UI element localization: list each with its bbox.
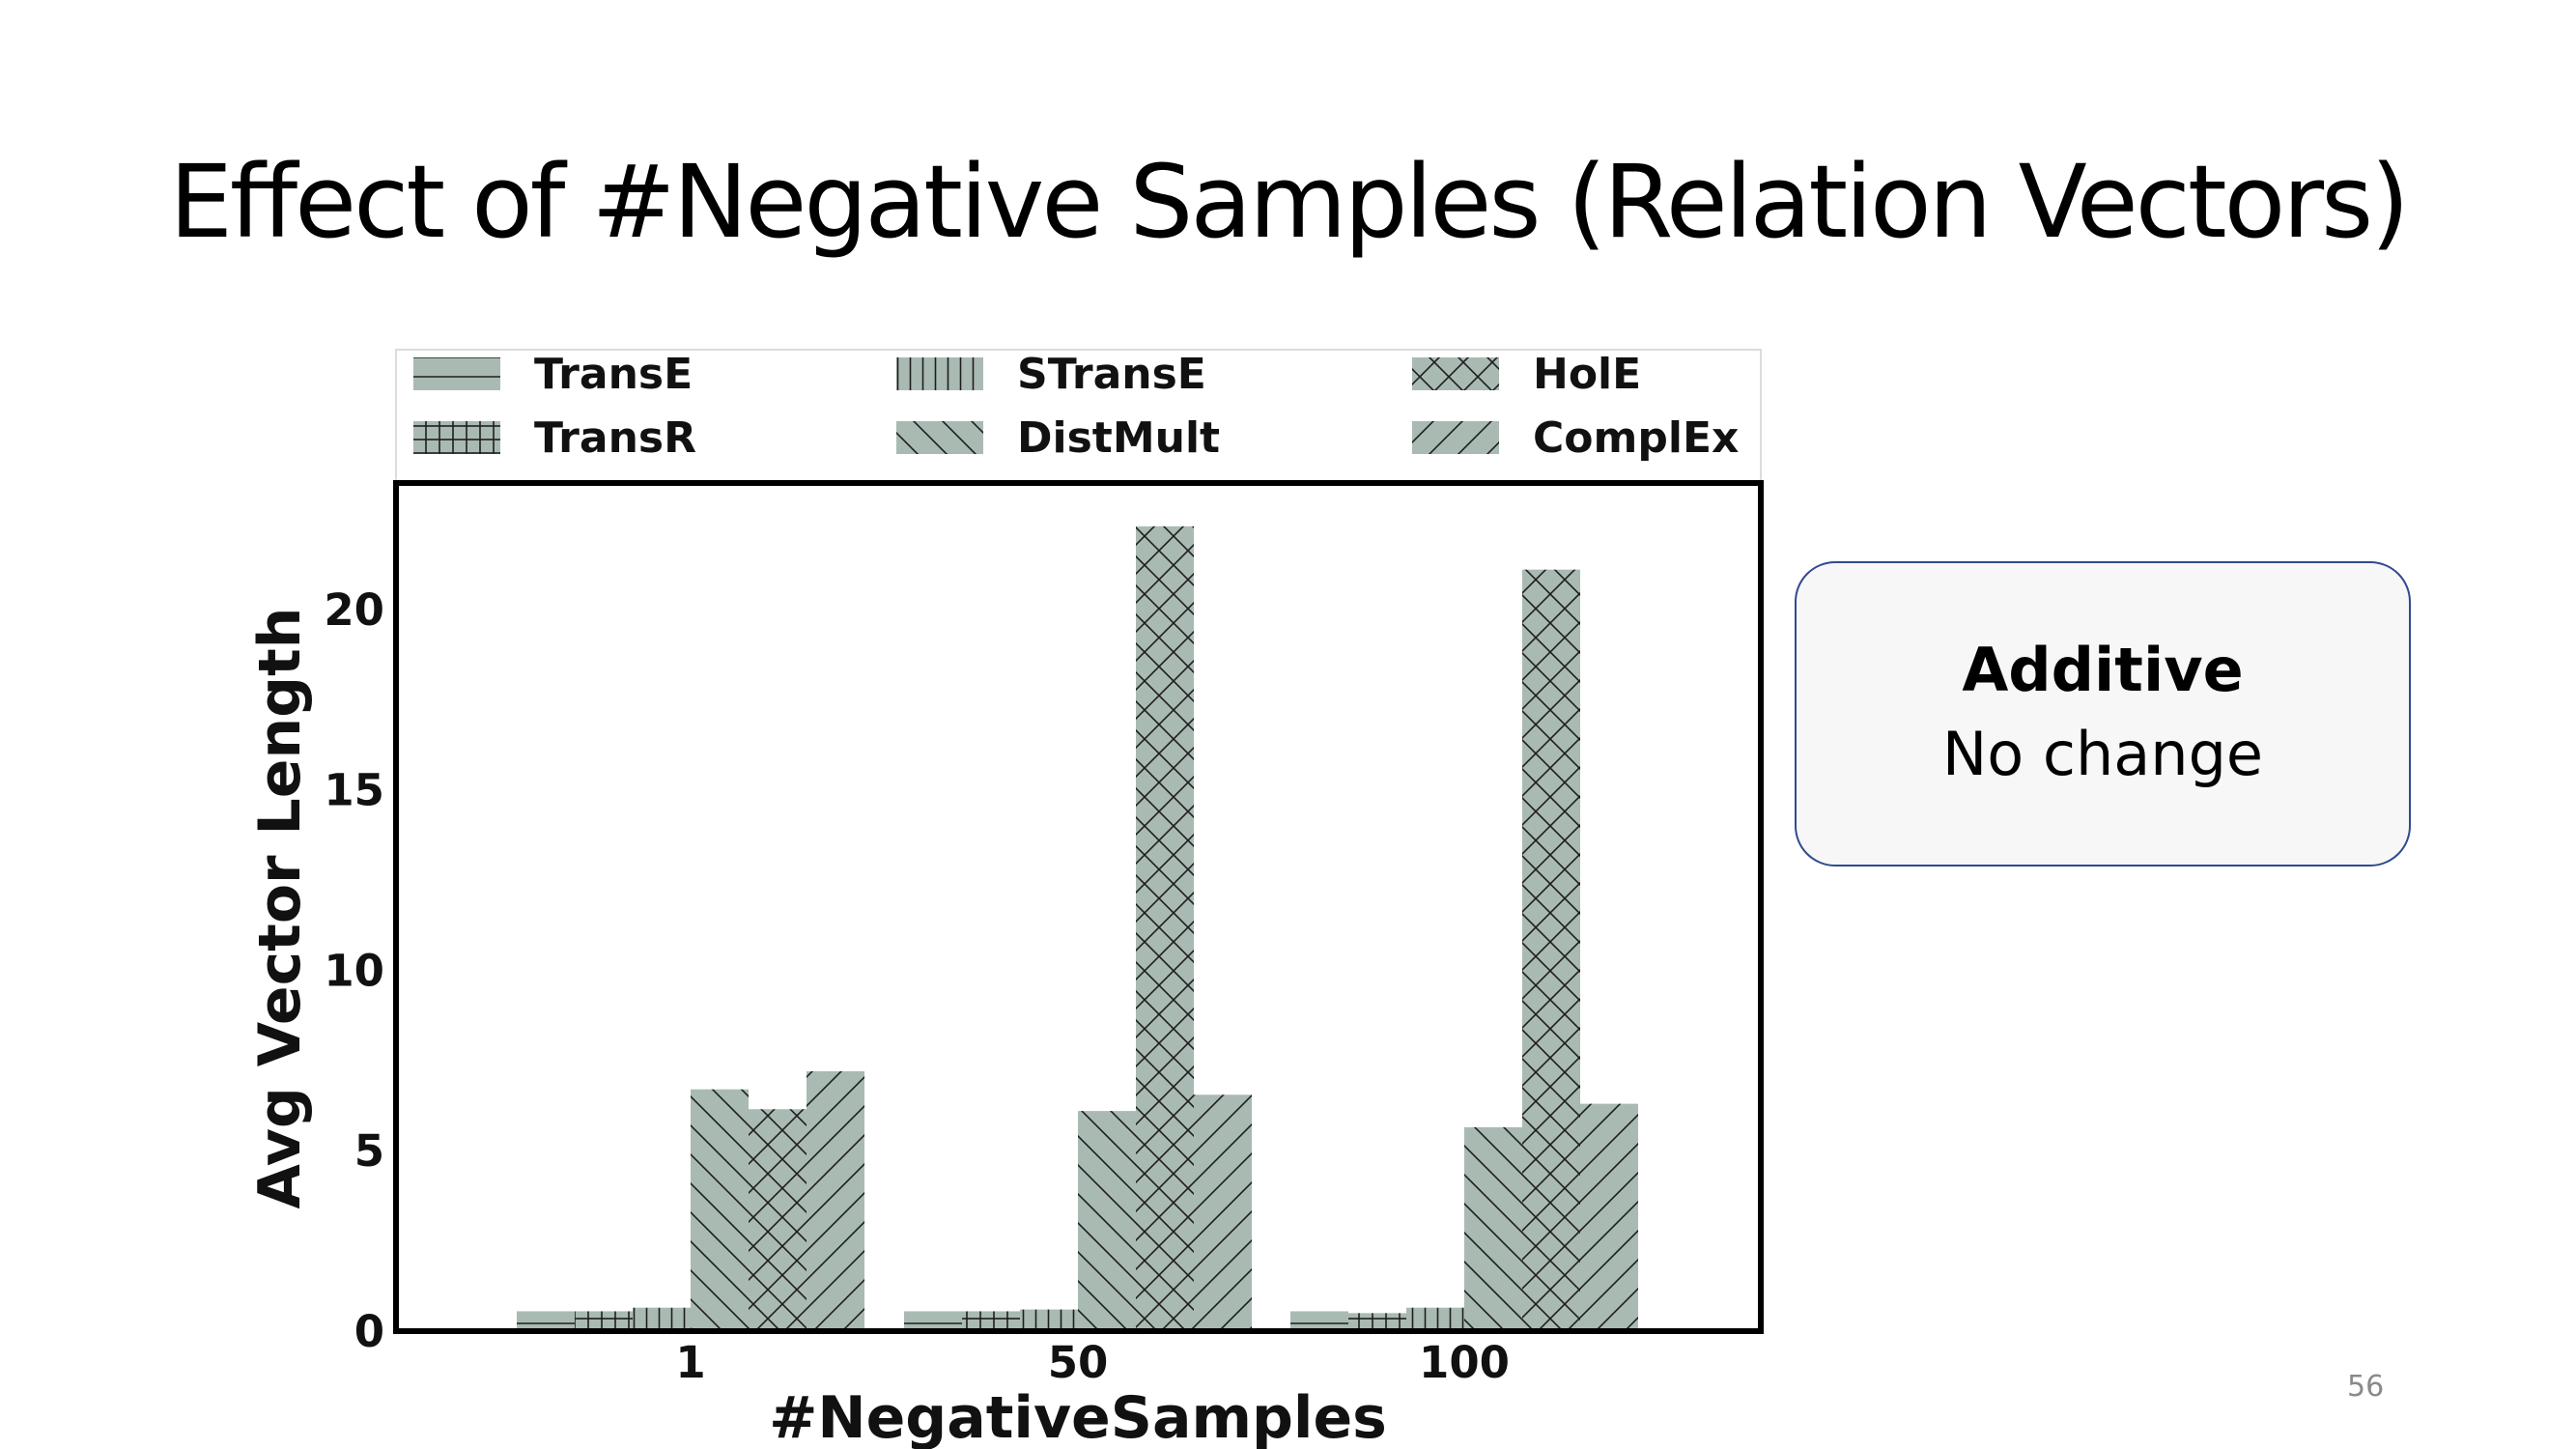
bar-complex-100 bbox=[1580, 1103, 1638, 1331]
callout-heading: Additive bbox=[1962, 635, 2244, 705]
bar-transe-1 bbox=[517, 1311, 575, 1331]
chart-legend: TransE TransR STransE DistMult HolE ComplEx bbox=[395, 349, 1762, 482]
legend-label-hole: HolE bbox=[1533, 350, 1641, 399]
plot-frame bbox=[393, 480, 1764, 1334]
bar-transr-1 bbox=[575, 1311, 633, 1331]
bar-hole-1 bbox=[749, 1109, 807, 1331]
bar-transr-100 bbox=[1348, 1313, 1406, 1331]
slide-title: Effect of #Negative Samples (Relation Ve… bbox=[169, 143, 2410, 261]
bars bbox=[517, 526, 1638, 1331]
legend-swatch-transe bbox=[413, 357, 500, 390]
x-tick-label: 100 bbox=[1419, 1337, 1510, 1388]
y-tick-label: 0 bbox=[354, 1306, 384, 1357]
legend-swatch-complex bbox=[1412, 421, 1499, 454]
bar-transr-50 bbox=[962, 1311, 1020, 1331]
bar-stranse-50 bbox=[1020, 1309, 1078, 1331]
legend-box bbox=[395, 349, 1762, 482]
bar-distmult-100 bbox=[1464, 1126, 1522, 1331]
legend-label-transr: TransR bbox=[534, 413, 696, 463]
bar-transe-100 bbox=[1290, 1311, 1348, 1331]
bar-complex-1 bbox=[807, 1070, 864, 1331]
bar-complex-50 bbox=[1194, 1094, 1252, 1331]
legend-swatch-hole bbox=[1412, 357, 1499, 390]
callout-text: No change bbox=[1941, 719, 2264, 789]
legend-label-stranse: STransE bbox=[1017, 350, 1206, 399]
x-tick-label: 1 bbox=[675, 1337, 705, 1388]
y-tick-label: 15 bbox=[324, 765, 384, 816]
bar-distmult-50 bbox=[1078, 1111, 1136, 1331]
y-axis-label: Avg Vector Length bbox=[246, 607, 314, 1208]
page-number: 56 bbox=[2347, 1370, 2385, 1404]
callout-box: Additive No change bbox=[1795, 561, 2411, 867]
bar-transe-50 bbox=[904, 1311, 962, 1331]
y-tick-label: 10 bbox=[324, 945, 384, 996]
x-axis-ticks: 1 50 100 bbox=[675, 1337, 1510, 1388]
bar-hole-100 bbox=[1522, 569, 1580, 1331]
legend-label-complex: ComplEx bbox=[1533, 413, 1739, 463]
legend-label-distmult: DistMult bbox=[1017, 413, 1220, 463]
legend-swatch-stranse bbox=[896, 357, 983, 390]
bar-stranse-1 bbox=[633, 1307, 691, 1331]
y-axis-ticks: 0 5 10 15 20 bbox=[324, 584, 384, 1357]
bar-distmult-1 bbox=[691, 1089, 749, 1331]
legend-label-transe: TransE bbox=[534, 350, 693, 399]
y-tick-label: 20 bbox=[324, 584, 384, 636]
x-tick-label: 50 bbox=[1048, 1337, 1109, 1388]
bar-stranse-100 bbox=[1406, 1307, 1464, 1331]
bar-hole-50 bbox=[1136, 526, 1194, 1331]
x-axis-label: #NegativeSamples bbox=[769, 1384, 1387, 1449]
y-tick-label: 5 bbox=[354, 1125, 384, 1177]
legend-swatch-distmult bbox=[896, 421, 983, 454]
legend-swatch-transr bbox=[413, 421, 500, 454]
